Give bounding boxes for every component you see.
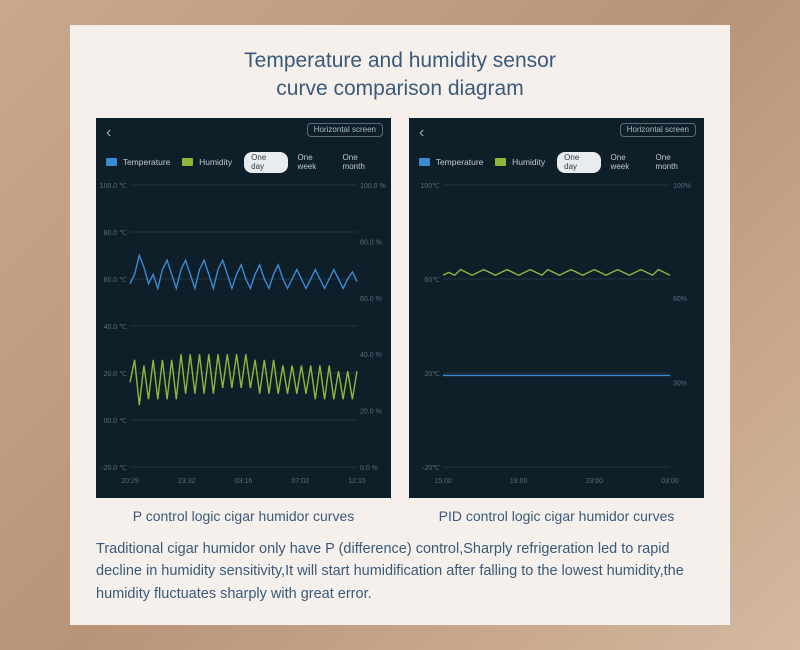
period-one-day[interactable]: One day [244,152,287,173]
legend-humid-label: Humidity [512,157,545,167]
svg-text:100℃: 100℃ [420,183,440,190]
back-icon[interactable]: ‹ [419,124,424,142]
svg-text:20.0 ℃: 20.0 ℃ [104,371,128,378]
svg-text:30%: 30% [673,380,687,387]
svg-text:00.0 ℃: 00.0 ℃ [104,418,128,425]
left-phone: ‹ Horizontal screen Temperature Humidity… [96,118,391,498]
svg-text:60%: 60% [673,295,687,302]
svg-text:12:15: 12:15 [348,478,366,485]
temp-swatch [106,158,117,166]
temp-swatch [419,158,430,166]
humid-swatch [182,158,193,166]
humid-swatch [495,158,506,166]
legend-row: Temperature Humidity One day One week On… [96,148,391,179]
svg-text:80.0 %: 80.0 % [360,239,382,246]
right-phone: ‹ Horizontal screen Temperature Humidity… [409,118,704,498]
right-chart-wrap: ‹ Horizontal screen Temperature Humidity… [409,118,704,524]
right-caption: PID control logic cigar humidor curves [439,508,675,524]
svg-text:23:00: 23:00 [586,478,604,485]
svg-text:03:00: 03:00 [661,478,679,485]
description-text: Traditional cigar humidor only have P (d… [96,538,704,605]
period-one-week[interactable]: One week [611,153,646,171]
svg-text:07:02: 07:02 [291,478,309,485]
back-icon[interactable]: ‹ [106,124,111,142]
svg-text:03:16: 03:16 [235,478,253,485]
main-title: Temperature and humidity sensor curve co… [96,47,704,104]
svg-text:40.0 %: 40.0 % [360,352,382,359]
svg-text:20:29: 20:29 [121,478,139,485]
comparison-panel: Temperature and humidity sensor curve co… [70,25,730,625]
period-one-week[interactable]: One week [298,153,333,171]
horizontal-screen-button[interactable]: Horizontal screen [620,123,696,138]
svg-text:0.0 %: 0.0 % [360,465,378,472]
svg-text:20℃: 20℃ [424,371,440,378]
svg-text:23:32: 23:32 [178,478,196,485]
svg-text:60.0 %: 60.0 % [360,295,382,302]
period-one-month[interactable]: One month [656,153,694,171]
period-one-month[interactable]: One month [343,153,381,171]
svg-text:100.0 %: 100.0 % [360,183,386,190]
left-chart-wrap: ‹ Horizontal screen Temperature Humidity… [96,118,391,524]
svg-text:60℃: 60℃ [424,277,440,284]
svg-text:15:00: 15:00 [434,478,452,485]
svg-text:-20.0 ℃: -20.0 ℃ [101,465,127,472]
left-caption: P control logic cigar humidor curves [133,508,355,524]
svg-text:100.0 ℃: 100.0 ℃ [100,183,127,190]
period-one-day[interactable]: One day [557,152,600,173]
chart-area-left: -20.0 ℃ 00.0 ℃ 20.0 ℃ 40.0 ℃ 60.0 ℃ 80.0 ℃ 100… [96,179,391,489]
svg-text:100%: 100% [673,183,691,190]
svg-text:-20℃: -20℃ [422,465,440,472]
legend-temp-label: Temperature [123,157,171,167]
horizontal-screen-button[interactable]: Horizontal screen [307,123,383,138]
svg-text:19:00: 19:00 [510,478,528,485]
svg-text:20.0 %: 20.0 % [360,408,382,415]
phone-header: ‹ Horizontal screen [409,118,704,148]
legend-row: Temperature Humidity One day One week On… [409,148,704,179]
legend-humid-label: Humidity [199,157,232,167]
svg-text:80.0 ℃: 80.0 ℃ [104,230,128,237]
title-line-2: curve comparison diagram [276,77,523,100]
title-line-1: Temperature and humidity sensor [244,49,556,72]
chart-area-right: -20℃ 20℃ 60℃ 100℃ 30% 60% 100% 15:00 19:00 23:00 0… [409,179,704,489]
svg-text:40.0 ℃: 40.0 ℃ [104,324,128,331]
charts-row: ‹ Horizontal screen Temperature Humidity… [96,118,704,524]
legend-temp-label: Temperature [436,157,484,167]
svg-text:60.0 ℃: 60.0 ℃ [104,277,128,284]
phone-header: ‹ Horizontal screen [96,118,391,148]
